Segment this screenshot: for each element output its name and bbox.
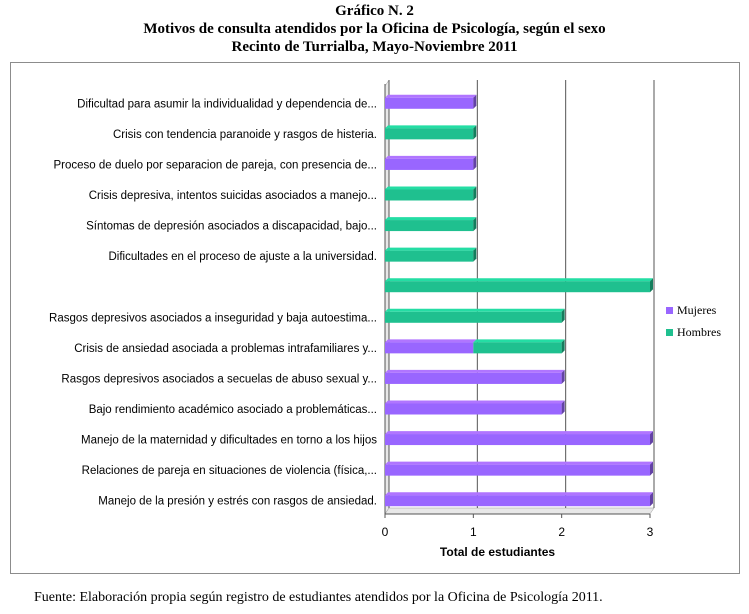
bar-hombres	[385, 128, 474, 140]
bar-side	[561, 400, 565, 415]
y-tick-label: Crisis con tendencia paranoide y rasgos …	[113, 129, 377, 141]
bar-top	[385, 94, 477, 98]
bar-hombres	[473, 342, 562, 354]
bar-mujeres	[385, 434, 650, 446]
bar-top	[385, 461, 653, 465]
bar-mujeres	[385, 342, 474, 354]
bar-top	[385, 400, 565, 404]
bar-side	[561, 308, 565, 323]
bar-side	[650, 461, 653, 476]
bar-hombres	[385, 189, 474, 201]
bar-side	[473, 94, 477, 109]
bar-side	[473, 125, 477, 140]
bar-side	[650, 492, 653, 507]
y-tick-label: Manejo de la maternidad y dificultades e…	[81, 435, 377, 447]
chart-title-line-2: Motivos de consulta atendidos por la Ofi…	[143, 21, 606, 37]
bar-side	[561, 339, 565, 354]
bar-side	[473, 217, 477, 232]
y-tick-label: Manejo de la presión y estrés con rasgos…	[98, 496, 377, 508]
y-tick-label: Síntomas de depresión asociados a discap…	[86, 221, 377, 233]
y-tick-label: Proceso de duelo por separacion de parej…	[54, 159, 378, 171]
legend-label-mujeres: Mujeres	[677, 303, 717, 317]
y-tick-label: Relaciones de pareja en situaciones de v…	[82, 465, 377, 477]
y-tick-label: Bajo rendimiento académico asociado a pr…	[89, 404, 377, 416]
bar-hombres	[385, 311, 562, 323]
bar-side	[473, 155, 477, 170]
y-tick-label: Rasgos depresivos asociados a insegurida…	[49, 312, 377, 324]
plot-floor	[384, 507, 655, 515]
bar-top	[385, 339, 477, 343]
x-axis-label: Total de estudiantes	[440, 545, 555, 559]
bar-mujeres	[385, 495, 650, 507]
bar-mujeres	[385, 372, 562, 384]
y-tick-label: Rasgos depresivos asociados a secuelas d…	[61, 373, 377, 385]
bar-top	[385, 186, 477, 190]
bar-side	[473, 247, 477, 262]
y-tick-label: Dificultad para asumir la individualidad…	[77, 98, 377, 110]
x-tick-label: 2	[558, 525, 565, 539]
chart-title-line-1: Gráfico N. 2	[335, 3, 414, 19]
plot-side-wall	[384, 79, 390, 515]
bar-top	[385, 431, 653, 435]
bar-top	[385, 155, 477, 159]
bar-top	[385, 308, 565, 312]
bar-side	[650, 278, 653, 293]
bar-hombres	[385, 281, 650, 293]
bar-top	[385, 278, 653, 282]
source-note: Fuente: Elaboración propia según registr…	[34, 590, 603, 605]
bar-top	[385, 492, 653, 496]
legend-label-hombres: Hombres	[677, 325, 721, 339]
x-tick-label: 0	[382, 525, 389, 539]
bar-mujeres	[385, 464, 650, 476]
bar-side	[561, 369, 565, 384]
bar-mujeres	[385, 403, 562, 415]
bar-mujeres	[385, 158, 474, 170]
bar-top	[385, 217, 477, 221]
bar-hombres	[385, 250, 474, 262]
chart-title-block: Gráfico N. 2 Motivos de consulta atendid…	[0, 2, 749, 56]
y-tick-label: Crisis depresiva, intentos suicidas asoc…	[89, 190, 377, 202]
bar-top	[473, 339, 565, 343]
bar-mujeres	[385, 97, 474, 109]
bar-hombres	[385, 220, 474, 232]
bar-top	[385, 369, 565, 373]
bar-side	[473, 186, 477, 201]
x-tick-label: 1	[470, 525, 477, 539]
chart-title-line-3: Recinto de Turrialba, Mayo-Noviembre 201…	[231, 39, 518, 55]
bar-top	[385, 125, 477, 129]
y-tick-label: Dificultades en el proceso de ajuste a l…	[109, 251, 378, 263]
bar-top	[385, 247, 477, 251]
bar-side	[650, 431, 653, 446]
chart-frame	[10, 62, 740, 574]
x-tick-label: 3	[647, 525, 654, 539]
legend-swatch-mujeres	[666, 307, 673, 314]
legend-swatch-hombres	[666, 329, 673, 336]
y-tick-label: Crisis de ansiedad asociada a problemas …	[74, 343, 377, 355]
